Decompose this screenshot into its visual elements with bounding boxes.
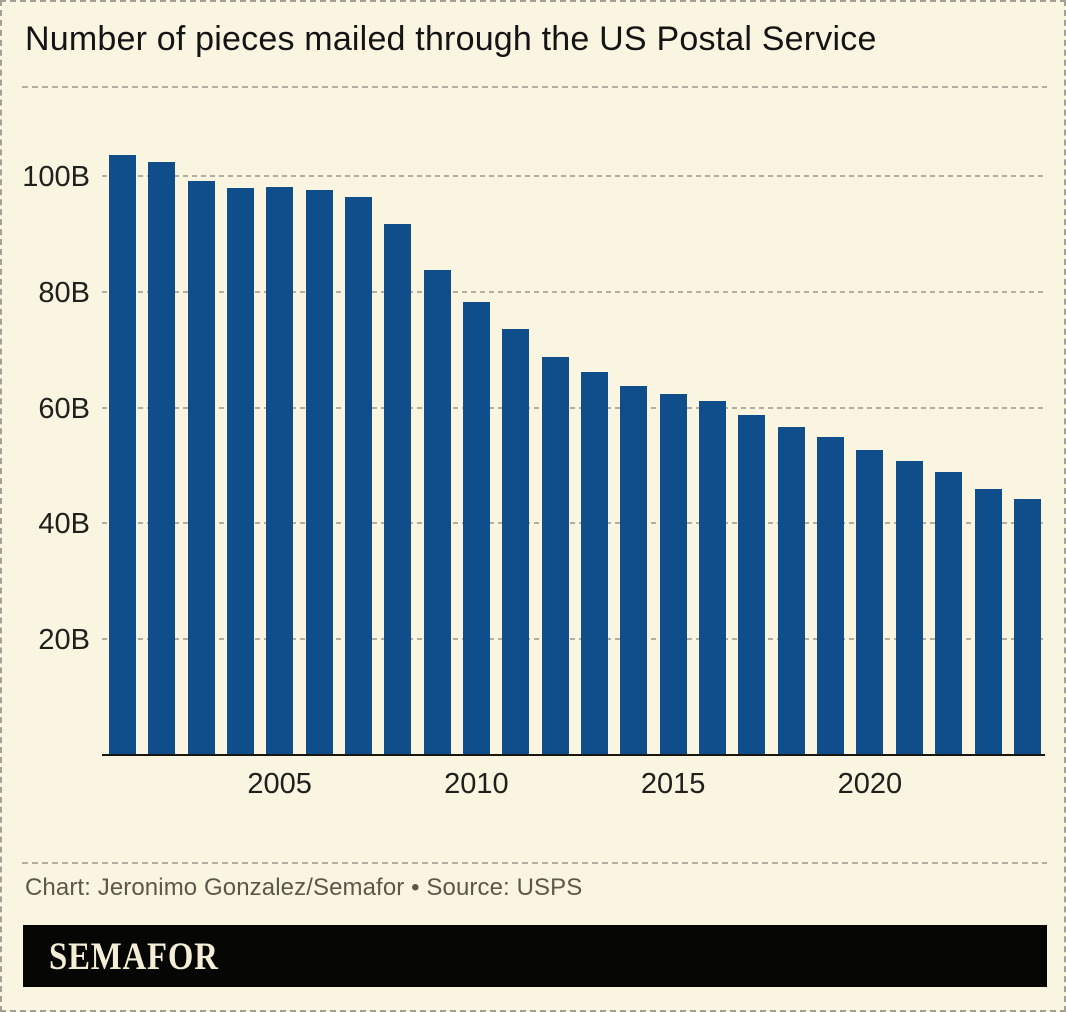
- bar-2020: [856, 450, 884, 755]
- bar-2013: [581, 371, 608, 755]
- bar-2014: [620, 385, 648, 755]
- x-tick-label-2020: 2020: [837, 768, 903, 800]
- y-tick-label-80B: 80B: [38, 276, 90, 309]
- bar-2015: [659, 393, 687, 755]
- chart-title: Number of pieces mailed through the US P…: [25, 20, 877, 58]
- x-tick-label-2015: 2015: [640, 768, 706, 800]
- bar-2002: [148, 162, 176, 755]
- bar-2001: [108, 154, 136, 755]
- bar-2010: [462, 302, 490, 755]
- gridline-20B: [102, 638, 1045, 641]
- gridline-40B: [102, 522, 1045, 525]
- bar-2009: [423, 269, 451, 755]
- bar-2012: [541, 357, 569, 755]
- gridline-60B: [102, 406, 1045, 409]
- gridline-80B: [102, 290, 1045, 293]
- bar-2019: [817, 437, 845, 755]
- x-tick-label-2005: 2005: [247, 768, 312, 800]
- semafor-logo: SEMAFOR: [49, 934, 219, 978]
- bar-2017: [738, 415, 766, 755]
- chart-credit: Chart: Jeronimo Gonzalez/Semafor • Sourc…: [25, 874, 583, 901]
- x-tick-label-2010: 2010: [444, 768, 509, 800]
- bar-2007: [344, 197, 372, 755]
- bar-2021: [895, 461, 923, 755]
- semafor-logo-bar: SEMAFOR: [23, 925, 1047, 987]
- bar-2008: [384, 224, 412, 755]
- y-tick-label-60B: 60B: [38, 392, 90, 425]
- bar-2004: [226, 188, 254, 755]
- y-tick-label-20B: 20B: [38, 624, 90, 657]
- bar-2011: [502, 329, 530, 755]
- bar-2006: [305, 189, 333, 755]
- bar-2003: [187, 181, 215, 755]
- gridline-100B: [102, 175, 1045, 177]
- bar-2024: [1013, 498, 1041, 755]
- x-axis-line: [102, 754, 1045, 756]
- title-separator: [22, 86, 1047, 88]
- bar-2016: [699, 400, 727, 755]
- bar-2018: [777, 426, 805, 755]
- bar-2005: [266, 187, 294, 755]
- bar-2023: [974, 488, 1002, 755]
- y-tick-label-100B: 100B: [22, 161, 90, 193]
- y-tick-label-40B: 40B: [38, 508, 90, 541]
- footer-separator: [22, 862, 1047, 864]
- bar-2022: [935, 471, 963, 755]
